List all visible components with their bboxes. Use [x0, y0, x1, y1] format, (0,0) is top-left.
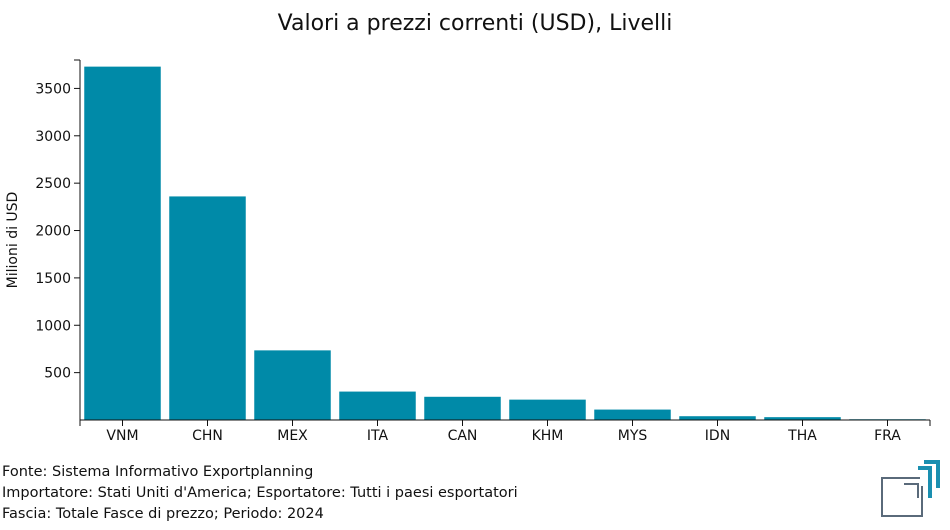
x-tick-label-vnm: VNM — [106, 428, 138, 444]
bar-mys — [594, 409, 671, 420]
bar-chart: Valori a prezzi correnti (USD), Livelli … — [5, 11, 931, 444]
bar-chn — [169, 196, 246, 420]
y-tick-label: 500 — [44, 366, 71, 382]
x-tick-label-ita: ITA — [367, 428, 389, 444]
logo-accent — [904, 483, 919, 498]
y-tick-label: 2500 — [35, 176, 71, 192]
bar-tha — [764, 417, 841, 420]
bar-khm — [509, 399, 586, 420]
logo-box — [881, 477, 923, 517]
x-tick-label-idn: IDN — [705, 428, 730, 444]
footer-source: Fonte: Sistema Informativo Exportplannin… — [2, 464, 314, 480]
x-tick-label-tha: THA — [787, 428, 817, 444]
chart-title: Valori a prezzi correnti (USD), Livelli — [278, 11, 673, 36]
bar-idn — [679, 416, 756, 420]
x-tick-label-khm: KHM — [532, 428, 564, 444]
y-ticks-group: 500 1000 1500 2000 2500 3000 3500 — [35, 81, 80, 382]
x-tick-label-fra: FRA — [874, 428, 901, 444]
y-tick-label: 3000 — [35, 129, 71, 145]
x-tick-label-mex: MEX — [277, 428, 308, 444]
x-tick-label-can: CAN — [448, 428, 478, 444]
x-ticks-group: VNM CHN MEX ITA CAN KHM MYS IDN THA FRA — [74, 59, 931, 444]
logo-inner-bracket — [918, 466, 932, 498]
y-tick-label: 1500 — [35, 271, 71, 287]
bar-can — [424, 396, 501, 420]
bars-group — [84, 66, 926, 420]
logo-outer-bracket — [924, 460, 940, 488]
y-tick-label: 1000 — [35, 318, 71, 334]
footer-importer: Importatore: Stati Uniti d'America; Espo… — [2, 485, 518, 501]
footer-range: Fascia: Totale Fasce di prezzo; Periodo:… — [2, 506, 324, 522]
exportplanning-logo-icon — [881, 460, 940, 517]
bar-ita — [339, 391, 416, 420]
y-axis-label: Milioni di USD — [5, 192, 21, 289]
y-tick-label: 2000 — [35, 224, 71, 240]
x-tick-label-chn: CHN — [192, 428, 223, 444]
bar-vnm — [84, 66, 161, 420]
bar-mex — [254, 350, 331, 420]
footer: Fonte: Sistema Informativo Exportplannin… — [2, 462, 518, 525]
x-tick-label-mys: MYS — [618, 428, 648, 444]
y-tick-label: 3500 — [35, 81, 71, 97]
